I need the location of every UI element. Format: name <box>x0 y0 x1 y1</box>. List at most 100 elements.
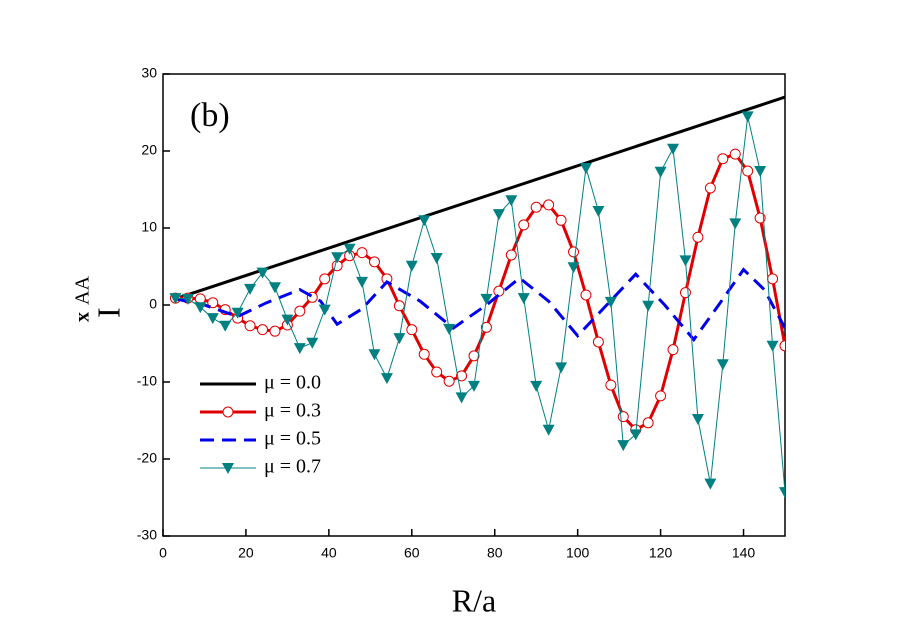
marker <box>418 215 431 227</box>
marker <box>443 375 455 387</box>
marker <box>779 487 785 499</box>
marker <box>779 340 785 352</box>
x-tick-label: 140 <box>732 545 756 561</box>
marker <box>654 166 667 178</box>
x-tick-label: 60 <box>404 545 420 561</box>
legend-label: μ = 0.7 <box>264 456 321 478</box>
y-tick-label: -20 <box>137 450 157 466</box>
marker <box>368 349 381 361</box>
y-tick-label: 10 <box>141 219 157 235</box>
marker <box>505 249 517 261</box>
marker <box>431 366 443 378</box>
y-tick-label: -10 <box>137 373 157 389</box>
marker <box>567 262 580 274</box>
x-tick-label: 120 <box>649 545 673 561</box>
annotation: (b) <box>190 97 230 134</box>
x-tick-label: 0 <box>159 545 167 561</box>
series-line <box>175 267 785 343</box>
marker <box>380 373 393 385</box>
marker <box>741 111 754 123</box>
marker <box>206 313 219 325</box>
marker <box>518 219 530 231</box>
marker <box>480 321 492 333</box>
marker <box>692 231 704 243</box>
marker <box>269 325 281 337</box>
marker <box>617 440 630 452</box>
marker <box>742 165 754 177</box>
y-tick-label: 0 <box>149 296 157 312</box>
marker <box>543 199 555 211</box>
y-axis-label: I <box>90 307 126 318</box>
marker <box>169 293 182 305</box>
marker <box>729 218 742 230</box>
marker <box>555 214 567 226</box>
legend-label: μ = 0.3 <box>264 400 321 422</box>
marker <box>492 209 505 221</box>
marker <box>493 285 505 297</box>
legend-label: μ = 0.5 <box>264 428 321 450</box>
marker <box>754 166 767 178</box>
series-line <box>174 95 785 301</box>
marker <box>393 333 406 345</box>
y-tick-label: 30 <box>141 65 157 81</box>
marker <box>642 417 654 429</box>
marker <box>468 350 480 362</box>
marker <box>393 300 405 312</box>
marker <box>406 324 418 336</box>
plot-frame <box>162 73 786 537</box>
marker <box>667 143 680 155</box>
marker <box>592 206 605 218</box>
marker <box>331 252 344 264</box>
marker <box>207 297 219 309</box>
marker <box>642 300 655 312</box>
y-axis-label-sub: x <box>72 312 94 322</box>
marker <box>231 307 244 319</box>
marker <box>580 289 592 301</box>
x-axis-label: R/a <box>452 582 496 618</box>
marker <box>306 337 319 349</box>
marker <box>754 212 766 224</box>
marker <box>704 478 717 490</box>
marker <box>480 293 493 305</box>
marker <box>667 344 679 356</box>
marker <box>356 276 369 288</box>
marker <box>319 273 331 285</box>
marker <box>716 359 729 371</box>
marker <box>679 255 692 267</box>
legend-marker <box>222 406 234 418</box>
x-tick-label: 80 <box>487 545 503 561</box>
marker <box>281 314 294 326</box>
marker <box>555 362 568 374</box>
marker <box>318 304 331 316</box>
marker <box>729 148 741 160</box>
marker <box>294 305 306 317</box>
marker <box>629 429 642 441</box>
marker <box>767 273 779 285</box>
marker <box>655 390 667 402</box>
marker <box>455 392 468 404</box>
marker <box>468 380 480 392</box>
marker <box>430 253 443 265</box>
marker <box>605 379 617 391</box>
y-axis-label-sup: AA <box>72 276 94 305</box>
marker <box>530 201 542 213</box>
marker <box>405 260 418 272</box>
marker <box>517 293 530 305</box>
series-line <box>175 116 785 493</box>
marker <box>704 182 716 194</box>
marker <box>679 287 691 299</box>
marker <box>766 340 779 352</box>
marker <box>343 243 356 255</box>
marker <box>244 320 256 332</box>
marker <box>456 370 468 382</box>
marker <box>579 162 592 174</box>
marker <box>717 153 729 165</box>
marker <box>530 380 543 392</box>
marker <box>257 324 269 336</box>
marker <box>219 320 232 332</box>
marker <box>194 302 207 314</box>
y-tick-label: -30 <box>137 527 157 543</box>
marker <box>542 424 555 436</box>
x-tick-label: 20 <box>238 545 254 561</box>
